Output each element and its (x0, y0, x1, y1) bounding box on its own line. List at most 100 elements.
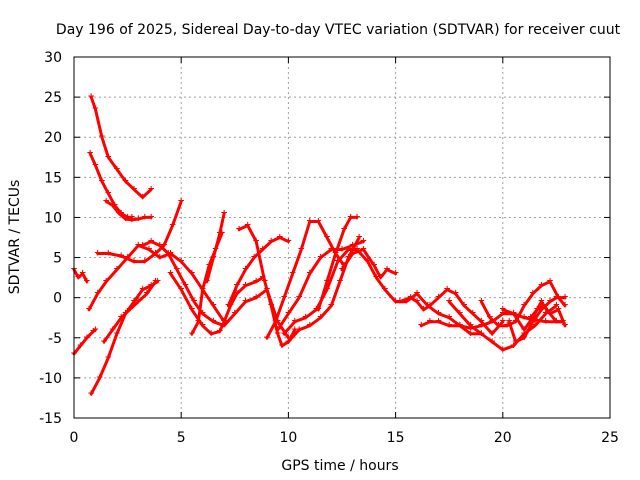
data-point: + (499, 305, 507, 315)
series-line (398, 288, 505, 336)
y-tick-label: -5 (48, 331, 62, 347)
data-point: + (274, 317, 282, 327)
data-point: + (94, 249, 102, 259)
data-point: + (135, 214, 143, 224)
data-point: + (276, 233, 284, 243)
data-point: + (83, 277, 91, 287)
series-line (88, 151, 134, 219)
data-point: + (413, 297, 421, 307)
data-point: + (377, 273, 385, 283)
data-point: + (407, 293, 415, 303)
data-point: + (199, 309, 207, 319)
series-arc-12: ++++ (203, 208, 228, 286)
data-point: + (306, 217, 314, 227)
y-tick-label: -10 (39, 371, 62, 387)
data-point: + (298, 245, 306, 255)
data-point: + (383, 265, 391, 275)
data-point: + (128, 215, 136, 225)
x-tick-label: 10 (279, 430, 297, 446)
data-point: + (244, 221, 252, 231)
data-point: + (177, 285, 185, 295)
data-point: + (85, 305, 93, 315)
data-point: + (126, 305, 134, 315)
series-arc-29: ++++++ (527, 301, 567, 327)
data-point: + (460, 301, 468, 311)
data-point: + (280, 293, 288, 303)
data-point: + (167, 269, 175, 279)
series-line (316, 215, 359, 312)
data-point: + (242, 281, 250, 291)
data-point: + (561, 321, 569, 331)
data-point: + (285, 237, 293, 247)
plot-frame (73, 56, 611, 419)
y-tick-label: 0 (53, 291, 62, 307)
data-point: + (559, 317, 567, 327)
data-point: + (533, 305, 541, 315)
data-point: + (538, 297, 546, 307)
data-point: + (98, 176, 106, 186)
data-point: + (90, 326, 98, 336)
data-point: + (252, 293, 260, 303)
x-tick-label: 15 (387, 430, 405, 446)
data-point: + (285, 337, 293, 347)
data-point: + (117, 251, 125, 261)
data-point: + (486, 313, 494, 323)
x-axis-label: GPS time / hours (281, 458, 398, 474)
data-point: + (79, 269, 87, 279)
data-point: + (553, 293, 561, 303)
data-point: + (323, 285, 331, 295)
data-point: + (218, 229, 226, 239)
data-point: + (220, 317, 228, 327)
series-line (89, 95, 153, 199)
data-point: + (267, 301, 275, 311)
y-axis-label: SDTVAR / TECUs (7, 180, 23, 295)
series-arc-10: + + +++++++ +++ ++++ (139, 237, 292, 343)
data-point: + (555, 305, 563, 315)
data-point: + (143, 289, 151, 299)
data-point: + (83, 333, 91, 343)
data-point: + (220, 321, 228, 331)
data-point: + (510, 309, 518, 319)
data-point: + (546, 277, 554, 287)
data-point: + (86, 148, 94, 158)
data-point: + (231, 309, 239, 319)
data-point: + (306, 321, 314, 331)
data-point: + (315, 217, 323, 227)
data-point: + (542, 309, 550, 319)
data-point: + (413, 289, 421, 299)
data-point: + (503, 321, 511, 331)
x-tick-label: 5 (177, 430, 186, 446)
data-point: + (360, 237, 368, 247)
data-point: + (546, 309, 554, 319)
series-line (447, 300, 558, 352)
data-point: + (139, 285, 147, 295)
data-point: + (102, 196, 110, 206)
data-point: + (443, 285, 451, 295)
data-point: + (512, 317, 520, 327)
data-point: + (96, 373, 104, 383)
data-point: + (165, 249, 173, 259)
data-point: + (259, 245, 267, 255)
data-point: + (546, 297, 554, 307)
data-point: + (353, 245, 361, 255)
data-point: + (435, 293, 443, 303)
series-arc-1: +++++++++ (87, 92, 155, 202)
data-point: + (499, 309, 507, 319)
data-point: + (139, 241, 147, 251)
data-point: + (420, 305, 428, 315)
series-arc-3: ++++++++ (102, 196, 155, 225)
series-line (96, 199, 183, 264)
data-point: + (315, 305, 323, 315)
data-point: + (252, 277, 260, 287)
data-point: + (347, 212, 355, 222)
data-point: + (306, 269, 314, 279)
data-point: + (445, 313, 453, 323)
data-point: + (289, 269, 297, 279)
data-point: + (242, 297, 250, 307)
data-point: + (426, 301, 434, 311)
data-point: + (225, 301, 233, 311)
data-point: + (205, 261, 213, 271)
data-point: + (323, 233, 331, 243)
data-point: + (220, 208, 228, 218)
data-point: + (520, 325, 528, 335)
